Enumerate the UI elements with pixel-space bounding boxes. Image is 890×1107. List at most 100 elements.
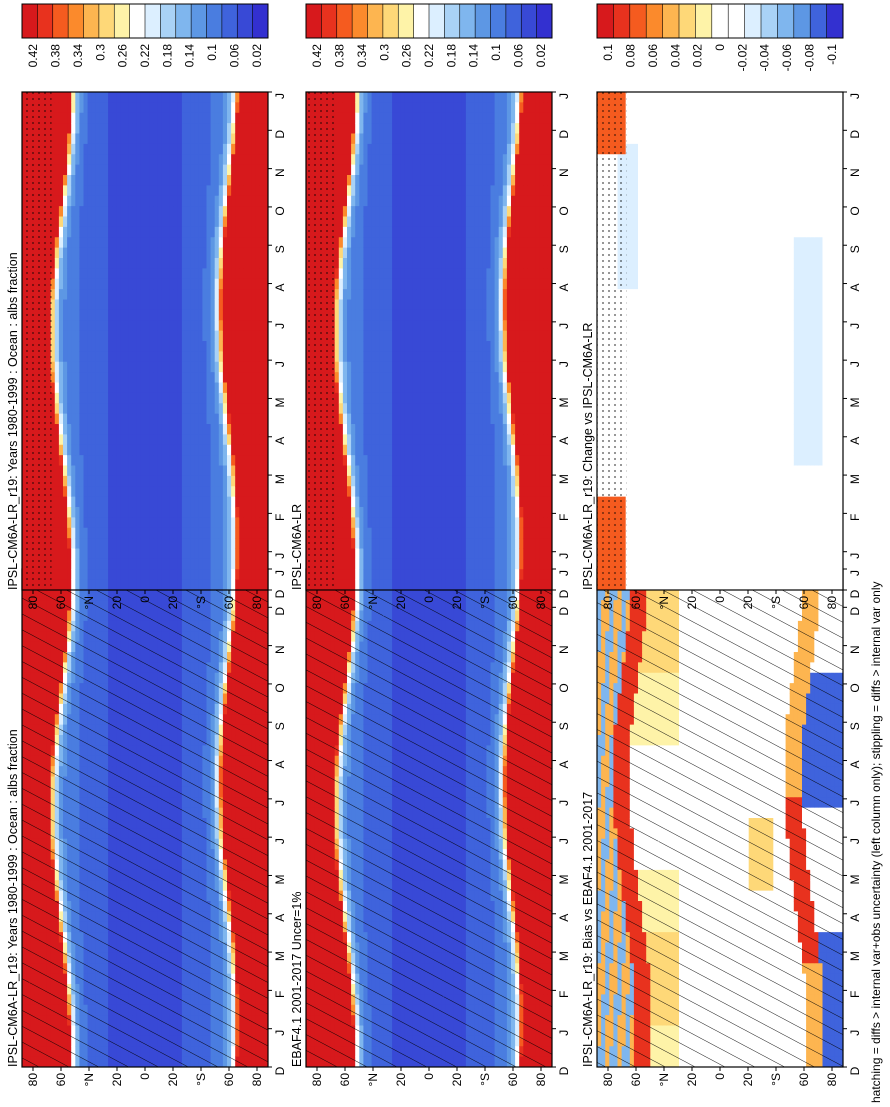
heatmap-cell [79, 320, 84, 332]
heatmap-cell [91, 185, 97, 197]
heatmap-cell [54, 278, 60, 290]
heatmap-cell [83, 185, 88, 197]
heatmap-cell [54, 247, 60, 259]
heatmap-cell [145, 392, 150, 404]
heatmap-cell [87, 278, 93, 290]
heatmap-cell [120, 372, 125, 383]
heatmap-cell [79, 486, 84, 498]
heatmap-cell [136, 154, 142, 166]
heatmap-cell [87, 330, 93, 342]
heatmap-cell [54, 351, 60, 363]
heatmap-cell [186, 237, 191, 249]
heatmap-cell [186, 133, 191, 145]
heatmap-cell [149, 123, 154, 134]
heatmap-cell [153, 330, 158, 342]
heatmap-cell [132, 569, 138, 581]
heatmap-cell [132, 102, 138, 114]
heatmap-cell [181, 538, 187, 549]
heatmap-cell [67, 548, 72, 560]
heatmap-cell [149, 372, 154, 383]
heatmap-cell [181, 361, 187, 373]
heatmap-cell [95, 444, 101, 456]
heatmap-cell [83, 299, 88, 311]
heatmap-cell [157, 413, 162, 425]
heatmap-cell [190, 444, 195, 456]
heatmap-cell [95, 569, 101, 581]
heatmap-cell [149, 579, 154, 591]
heatmap-cell [190, 133, 195, 145]
heatmap-cell [104, 434, 109, 446]
heatmap-cell [75, 569, 80, 581]
heatmap-cell [194, 102, 199, 114]
heatmap-cell [161, 92, 166, 103]
heatmap-cell [71, 392, 76, 404]
heatmap-cell [128, 289, 134, 300]
heatmap-cell [136, 538, 142, 549]
panel-1: 80 60 °N 20 0 20 °S 60 80DJFMAMJJASONDJIPSL-CM6A… [6, 291, 287, 1087]
heatmap-cell [120, 434, 125, 446]
heatmap-cell [190, 216, 195, 228]
heatmap-cell [87, 413, 93, 425]
heatmap-cell [63, 361, 68, 373]
heatmap-cell [177, 548, 183, 560]
heatmap-cell [181, 123, 187, 134]
heatmap-cell [169, 579, 175, 591]
heatmap-cell [136, 330, 142, 342]
heatmap-cell [181, 112, 187, 124]
heatmap-cell [181, 486, 187, 498]
heatmap-cell [153, 92, 158, 103]
heatmap-cell [99, 112, 105, 124]
heatmap-cell [83, 465, 88, 477]
heatmap-cell [132, 258, 138, 269]
heatmap-cell [132, 351, 138, 363]
heatmap-cell [87, 268, 93, 280]
heatmap-cell [149, 268, 154, 280]
heatmap-cell [58, 185, 64, 197]
lat-tick-label: 80 [250, 1073, 264, 1087]
heatmap-cell [116, 309, 121, 321]
heatmap-cell [173, 496, 179, 508]
heatmap-cell [177, 175, 183, 186]
heatmap-cell [108, 299, 113, 311]
heatmap-cell [169, 195, 175, 207]
heatmap-cell [157, 444, 162, 456]
heatmap-cell [108, 444, 113, 456]
heatmap-cell [153, 475, 158, 487]
heatmap-cell [132, 361, 138, 373]
heatmap-cell [128, 309, 134, 321]
heatmap-cell [99, 320, 105, 332]
heatmap-cell [63, 309, 68, 321]
heatmap-cell [124, 112, 129, 124]
heatmap-cell [54, 496, 60, 508]
heatmap-cell [95, 527, 101, 539]
heatmap-cell [124, 455, 129, 466]
heatmap-cell [132, 330, 138, 342]
heatmap-cell [116, 403, 121, 415]
heatmap-cell [79, 226, 84, 238]
heatmap-cell [120, 320, 125, 332]
heatmap-cell [63, 185, 68, 197]
heatmap-cell [67, 413, 72, 425]
heatmap-cell [157, 372, 162, 383]
heatmap-cell [112, 247, 117, 259]
heatmap-cell [99, 455, 105, 466]
heatmap-cell [112, 496, 117, 508]
heatmap-cell [186, 382, 191, 394]
heatmap-cell [95, 538, 101, 549]
heatmap-cell [157, 299, 162, 311]
heatmap-cell [145, 247, 150, 259]
heatmap-cell [128, 330, 134, 342]
heatmap-cell [104, 226, 109, 238]
heatmap-cell [128, 341, 134, 352]
heatmap-cell [58, 143, 64, 155]
heatmap-cell [79, 517, 84, 529]
heatmap-cell [140, 195, 146, 207]
heatmap-cell [173, 143, 179, 155]
heatmap-cell [108, 175, 113, 186]
heatmap-cell [124, 434, 129, 446]
heatmap-cell [128, 538, 134, 549]
month-tick-label: D [273, 1066, 287, 1075]
heatmap-cell [91, 392, 97, 404]
heatmap-cell [128, 527, 134, 539]
heatmap-cell [67, 579, 72, 591]
